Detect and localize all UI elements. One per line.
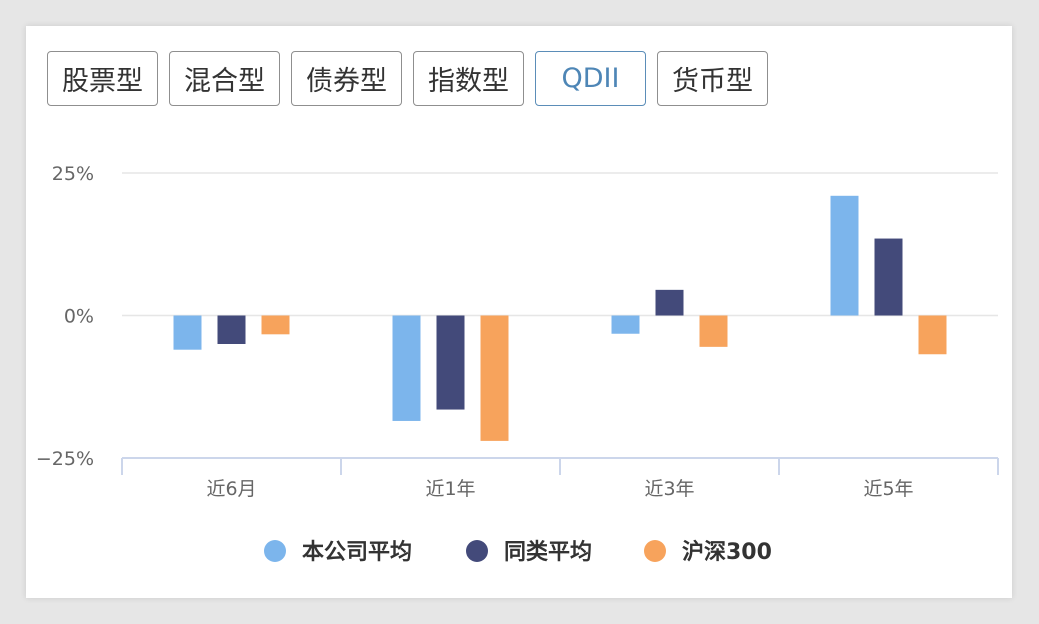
- bar: [480, 315, 509, 441]
- tab-hybrid[interactable]: 混合型: [169, 51, 280, 106]
- bar: [874, 238, 903, 316]
- fund-type-tabs: 股票型 混合型 债券型 指数型 QDII 货币型: [47, 51, 779, 106]
- bar: [830, 195, 859, 316]
- bar: [436, 315, 465, 410]
- tab-qdii[interactable]: QDII: [535, 51, 646, 106]
- legend-label: 本公司平均: [302, 539, 412, 565]
- x-tick-label: 近3年: [644, 478, 694, 500]
- bar: [918, 315, 947, 355]
- legend-marker: [466, 540, 488, 562]
- bar: [173, 315, 202, 350]
- legend-marker: [264, 540, 286, 562]
- y-tick-label: 0%: [64, 306, 94, 328]
- legend-marker: [644, 540, 666, 562]
- legend-label: 沪深300: [682, 539, 772, 565]
- bar: [699, 315, 728, 347]
- bar: [392, 315, 421, 421]
- bar: [611, 315, 640, 334]
- tab-stock[interactable]: 股票型: [47, 51, 158, 106]
- bar: [261, 315, 290, 335]
- y-tick-label: −25%: [36, 448, 94, 470]
- tab-index[interactable]: 指数型: [413, 51, 524, 106]
- x-tick-label: 近1年: [425, 478, 475, 500]
- x-tick-label: 近5年: [863, 478, 913, 500]
- bar: [655, 289, 684, 316]
- bar: [217, 315, 246, 344]
- tab-money[interactable]: 货币型: [657, 51, 768, 106]
- legend-label: 同类平均: [504, 539, 592, 565]
- y-tick-label: 25%: [52, 163, 94, 185]
- tab-bond[interactable]: 债券型: [291, 51, 402, 106]
- x-tick-label: 近6月: [206, 478, 256, 500]
